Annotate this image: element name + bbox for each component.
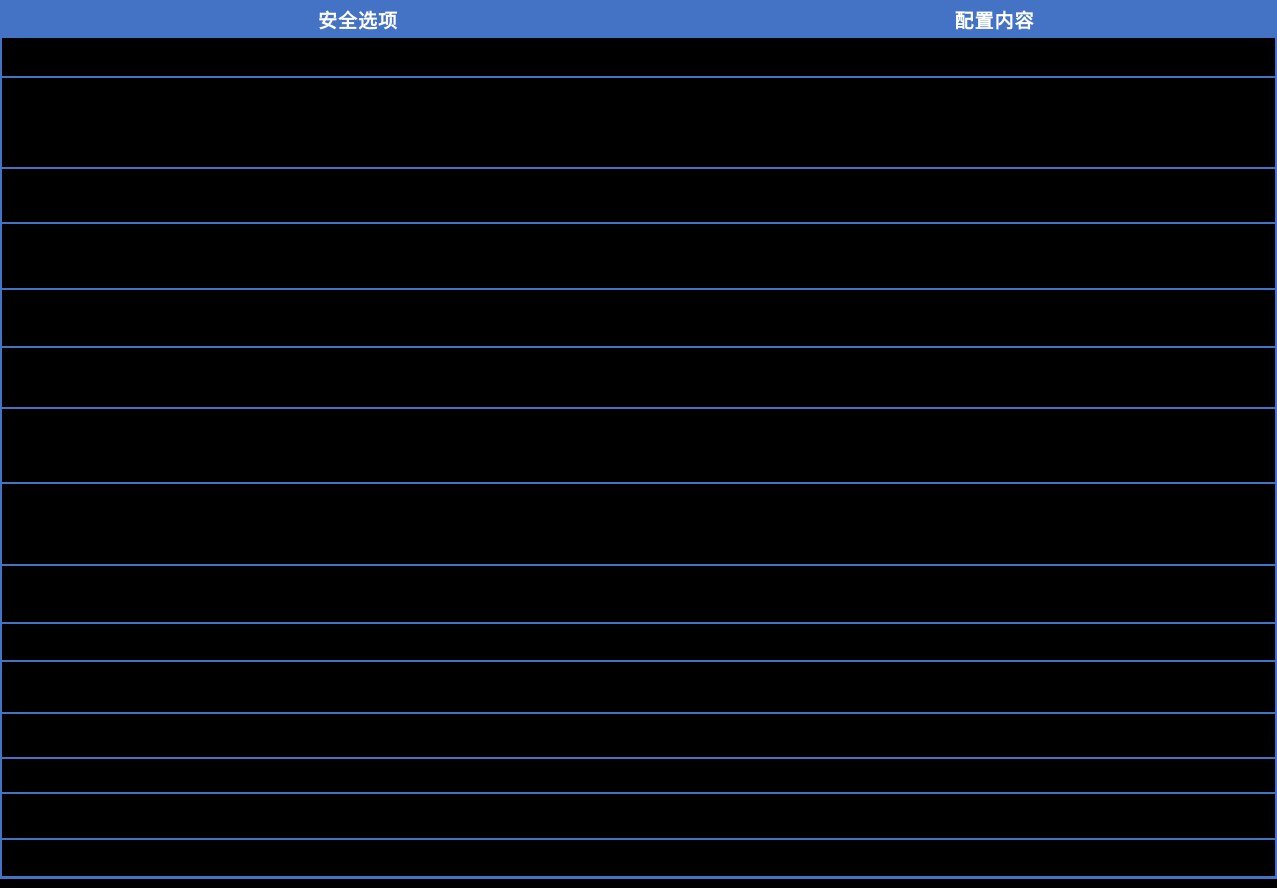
security-option-cell [2, 169, 715, 222]
security-option-cell [2, 566, 715, 622]
security-option-cell [2, 714, 715, 757]
security-option-cell [2, 348, 715, 407]
config-content-cell [715, 38, 1275, 76]
table-row [2, 484, 1275, 566]
config-content-cell [715, 714, 1275, 757]
config-content-cell [715, 759, 1275, 792]
table-row [2, 290, 1275, 348]
security-option-cell [2, 38, 715, 76]
config-content-cell [715, 566, 1275, 622]
table-row [2, 78, 1275, 169]
security-option-cell [2, 759, 715, 792]
security-option-cell [2, 624, 715, 660]
config-content-cell [715, 662, 1275, 712]
table-row [2, 662, 1275, 714]
security-option-cell [2, 662, 715, 712]
table-row [2, 566, 1275, 624]
table-row [2, 38, 1275, 78]
config-content-cell [715, 290, 1275, 346]
config-content-cell [715, 169, 1275, 222]
security-option-cell [2, 840, 715, 876]
security-option-cell [2, 794, 715, 838]
table-row [2, 224, 1275, 290]
table-row [2, 714, 1275, 759]
security-option-cell [2, 409, 715, 482]
security-option-cell [2, 78, 715, 167]
table-row [2, 840, 1275, 876]
config-content-cell [715, 484, 1275, 564]
column-header-config-content: 配置内容 [954, 10, 1035, 32]
table-row [2, 759, 1275, 794]
security-option-cell [2, 290, 715, 346]
table-row [2, 624, 1275, 662]
table-row [2, 348, 1275, 409]
table-header-row: 安全选项 配置内容 [2, 0, 1275, 38]
table-row [2, 169, 1275, 224]
table-row [2, 794, 1275, 840]
security-option-cell [2, 224, 715, 288]
config-content-cell [715, 409, 1275, 482]
config-content-cell [715, 794, 1275, 838]
column-header-security-option: 安全选项 [318, 10, 399, 32]
config-content-cell [715, 840, 1275, 876]
config-content-cell [715, 624, 1275, 660]
security-option-cell [2, 484, 715, 564]
config-content-cell [715, 224, 1275, 288]
config-content-cell [715, 78, 1275, 167]
table-row [2, 409, 1275, 484]
config-content-cell [715, 348, 1275, 407]
